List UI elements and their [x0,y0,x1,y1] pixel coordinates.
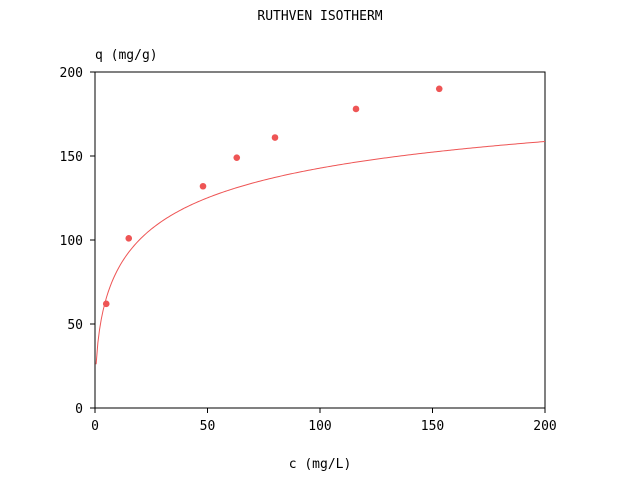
x-axis-label: c (mg/L) [289,457,352,472]
fit-curve-layer [95,141,546,365]
x-tick-label: 50 [200,419,216,434]
y-axis-label: q (mg/g) [95,48,158,63]
x-tick-label: 100 [308,419,331,434]
y-tick-label: 100 [60,234,83,249]
y-axis-ticks: 0 50 100 150 200 [60,66,95,417]
x-axis-ticks: 0 50 100 150 200 [91,408,557,434]
chart-title: RUTHVEN ISOTHERM [257,9,382,24]
y-tick-label: 50 [67,318,83,333]
data-point [233,154,241,161]
data-points [102,85,443,308]
plot-frame [94,71,546,409]
y-tick-label: 200 [60,66,83,81]
data-point [435,85,443,93]
x-tick-label: 0 [91,419,99,434]
data-point [102,300,110,308]
data-point [125,235,133,242]
x-tick-label: 150 [421,419,444,434]
fit-curve [95,141,546,365]
data-point [199,182,207,190]
data-point [352,105,360,113]
data-point [271,134,279,141]
y-tick-label: 0 [75,402,83,417]
x-tick-label: 200 [533,419,556,434]
y-tick-label: 150 [60,150,83,165]
